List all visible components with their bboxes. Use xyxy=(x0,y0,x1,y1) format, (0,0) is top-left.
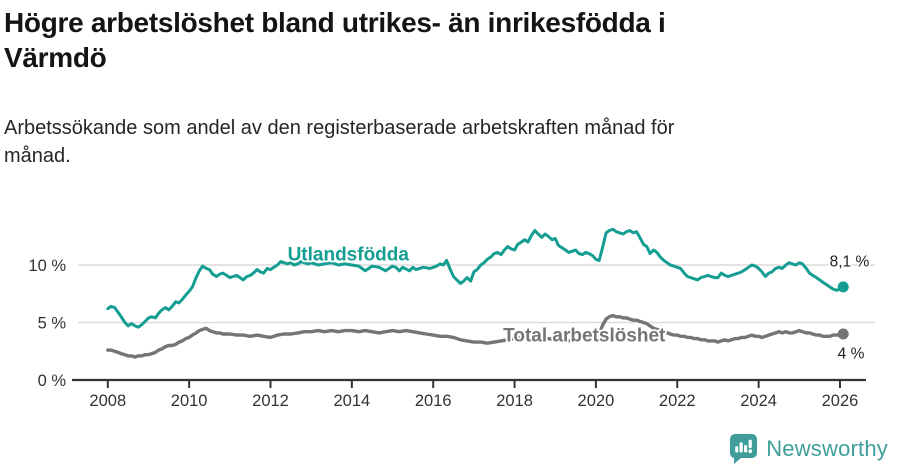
newsworthy-speech-bubble-bar-chart-icon xyxy=(730,434,758,464)
newsworthy-logo[interactable]: Newsworthy xyxy=(729,433,888,465)
chart-subtitle: Arbetssökande som andel av den registerb… xyxy=(4,114,864,170)
y-tick-label-0: 0 % xyxy=(38,372,67,390)
x-tick-label-2010: 2010 xyxy=(171,392,208,410)
x-tick-label-2008: 2008 xyxy=(89,392,126,410)
subtitle-line-2: månad. xyxy=(4,145,71,167)
x-tick-label-2024: 2024 xyxy=(740,392,777,410)
x-tick-label-2018: 2018 xyxy=(496,392,533,410)
y-tick-label-10: 10 % xyxy=(28,257,66,275)
x-tick-label-2020: 2020 xyxy=(578,392,615,410)
x-tick-label-2026: 2026 xyxy=(822,392,859,410)
end-value-label-total: 4 % xyxy=(838,346,865,363)
title-line-1: Högre arbetslöshet bland utrikes- än inr… xyxy=(4,7,666,38)
end-value-label-utlandsfodda: 8,1 % xyxy=(830,254,870,271)
series-line-total xyxy=(106,313,845,359)
x-tick-label-2022: 2022 xyxy=(659,392,696,410)
title-line-2: Värmdö xyxy=(4,42,107,73)
page-title: Högre arbetslöshet bland utrikes- än inr… xyxy=(4,5,864,75)
end-dot-total xyxy=(837,328,849,340)
newsworthy-wordmark: Newsworthy xyxy=(766,436,888,461)
series-line-utlandsfodda xyxy=(106,227,845,329)
end-dot-utlandsfodda xyxy=(837,281,849,293)
x-tick-label-2014: 2014 xyxy=(333,392,370,410)
x-tick-label-2016: 2016 xyxy=(415,392,452,410)
x-tick-label-2012: 2012 xyxy=(252,392,289,410)
series-label-utlandsfodda: Utlandsfödda xyxy=(288,244,410,265)
y-tick-label-5: 5 % xyxy=(38,315,67,333)
series-label-total: Total arbetslöshet xyxy=(503,325,666,346)
subtitle-line-1: Arbetssökande som andel av den registerb… xyxy=(4,117,675,139)
